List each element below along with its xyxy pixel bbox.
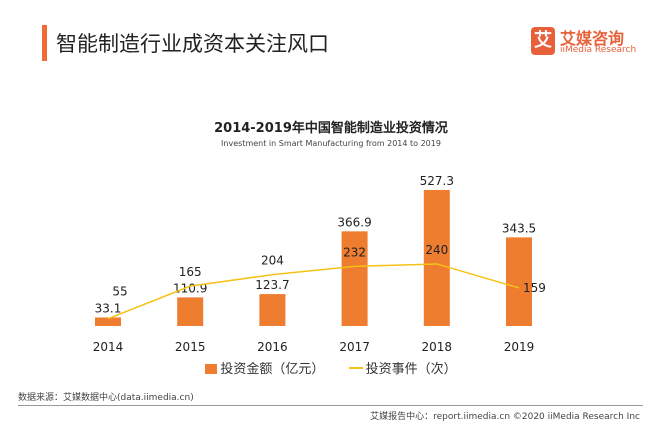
x-tick-label: 2015 <box>175 340 206 354</box>
x-tick-label: 2017 <box>339 340 370 354</box>
legend-bar-label: 投资金额（亿元） <box>220 362 325 377</box>
legend: 投资金额（亿元） 投资事件（次） <box>0 358 662 377</box>
legend-line-swatch <box>348 367 363 369</box>
bar <box>177 297 204 326</box>
title-accent-bar <box>42 25 47 61</box>
data-source: 数据来源：艾媒数据中心(data.iimedia.cn) <box>18 393 194 403</box>
logo-text: 艾媒咨询 <box>560 29 625 48</box>
bar-value-label: 110.9 <box>173 281 207 295</box>
line-value-label: 204 <box>261 254 284 268</box>
divider <box>18 405 643 406</box>
line-value-label: 165 <box>179 265 202 279</box>
x-tick-label: 2019 <box>504 340 535 354</box>
legend-bar-swatch <box>205 364 218 374</box>
bar-value-label: 343.5 <box>502 221 536 235</box>
line-value-label: 55 <box>112 285 127 299</box>
bar <box>95 317 121 326</box>
page-title: 智能制造行业成资本关注风口 <box>56 32 329 56</box>
bar-value-label: 366.9 <box>337 215 371 229</box>
line-value-label: 240 <box>425 243 448 257</box>
x-tick-label: 2014 <box>93 340 124 354</box>
x-tick-label: 2016 <box>257 340 288 354</box>
bar-value-label: 527.3 <box>420 174 454 188</box>
line-value-label: 232 <box>343 245 366 259</box>
logo-icon: 艾 <box>531 27 555 55</box>
bar <box>341 231 368 326</box>
bar <box>423 189 450 326</box>
series-line <box>107 263 520 320</box>
bar <box>506 237 532 326</box>
x-tick-label: 2018 <box>422 340 453 354</box>
bar <box>259 294 286 326</box>
line-value-label: 159 <box>523 281 546 295</box>
chart-title: 2014-2019年中国智能制造业投资情况 <box>214 121 448 136</box>
chart-subtitle: Investment in Smart Manufacturing from 2… <box>221 139 441 148</box>
legend-line-label: 投资事件（次） <box>365 362 457 377</box>
bar-value-label: 33.1 <box>95 301 122 315</box>
copyright: 艾媒报告中心：report.iimedia.cn ©2020 iiMedia R… <box>370 412 640 422</box>
logo-subtext: iiMedia Research <box>560 45 637 55</box>
bar-value-label: 123.7 <box>255 278 289 292</box>
